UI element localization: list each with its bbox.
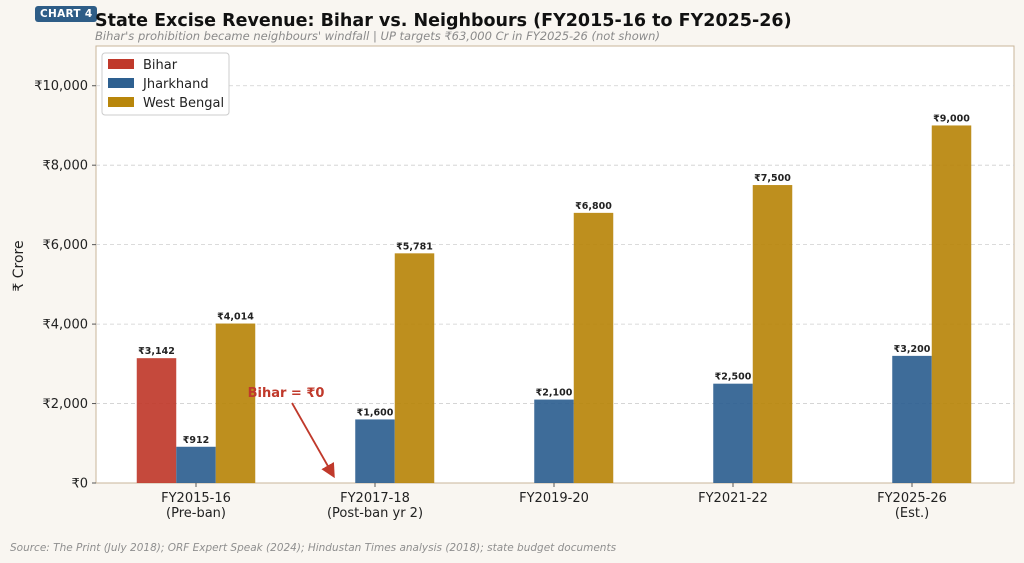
annotation-text: Bihar = ₹0 <box>248 386 325 401</box>
bar-west-bengal <box>931 125 972 484</box>
bars <box>136 125 972 484</box>
axes: ₹0 ₹2,000 ₹4,000 ₹6,000 ₹8,000 ₹10,000 FY2015-… <box>34 79 947 521</box>
bar-jharkhand <box>355 419 395 483</box>
x-tick-label: FY2015-16 <box>161 491 231 506</box>
y-tick-label: ₹6,000 <box>43 238 89 253</box>
data-label: ₹6,800 <box>575 201 612 212</box>
chart-title: State Excise Revenue: Bihar vs. Neighbou… <box>95 11 792 31</box>
data-labels: ₹3,142 ₹912 ₹1,600 ₹2,100 ₹2,500 ₹3,200 ₹4,014… <box>138 113 970 445</box>
x-tick-label: FY2021-22 <box>698 491 768 506</box>
chart-subtitle: Bihar's prohibition became neighbours' w… <box>95 29 660 43</box>
data-label: ₹7,500 <box>754 173 791 184</box>
source-note: Source: The Print (July 2018); ORF Exper… <box>10 542 617 554</box>
x-tick-label: (Est.) <box>895 506 929 521</box>
legend-swatch <box>108 97 134 107</box>
bar-jharkhand <box>713 383 753 483</box>
x-tick-label: FY2025-26 <box>877 491 947 506</box>
data-label: ₹3,200 <box>894 344 931 355</box>
bar-bihar <box>136 358 177 483</box>
data-label: ₹9,000 <box>933 113 970 124</box>
y-tick-label: ₹0 <box>71 477 88 492</box>
annotation-arrow <box>291 402 335 479</box>
y-tick-label: ₹8,000 <box>43 159 89 174</box>
y-axis-label: ₹ Crore <box>11 240 27 291</box>
bar-west-bengal <box>752 185 793 483</box>
bar-jharkhand <box>534 399 574 483</box>
bar-west-bengal <box>394 253 435 483</box>
data-label: ₹2,500 <box>715 372 752 383</box>
legend-label: Bihar <box>143 58 178 73</box>
bar-west-bengal <box>573 212 614 483</box>
x-tick-label: FY2019-20 <box>519 491 589 506</box>
legend: Bihar Jharkhand West Bengal <box>101 52 230 116</box>
annotation: Bihar = ₹0 <box>248 386 335 479</box>
legend-swatch <box>108 78 134 88</box>
chart-badge: CHART 4 <box>35 6 98 22</box>
data-label: ₹2,100 <box>536 388 573 399</box>
legend-swatch <box>108 59 134 69</box>
data-label: ₹5,781 <box>396 241 433 252</box>
data-label: ₹3,142 <box>138 346 175 357</box>
bar-jharkhand <box>892 355 932 483</box>
x-tick-label: (Pre-ban) <box>166 506 226 521</box>
y-tick-label: ₹10,000 <box>34 79 88 94</box>
bar-jharkhand <box>176 446 216 483</box>
x-tick-label: FY2017-18 <box>340 491 410 506</box>
x-tick-label: (Post-ban yr 2) <box>327 506 423 521</box>
data-label: ₹912 <box>183 435 209 446</box>
data-label: ₹1,600 <box>357 407 394 418</box>
bar-west-bengal <box>215 323 256 483</box>
y-tick-label: ₹4,000 <box>43 318 89 333</box>
legend-label: Jharkhand <box>142 77 209 92</box>
data-label: ₹4,014 <box>217 312 254 323</box>
legend-label: West Bengal <box>143 96 224 111</box>
y-tick-label: ₹2,000 <box>43 397 89 412</box>
